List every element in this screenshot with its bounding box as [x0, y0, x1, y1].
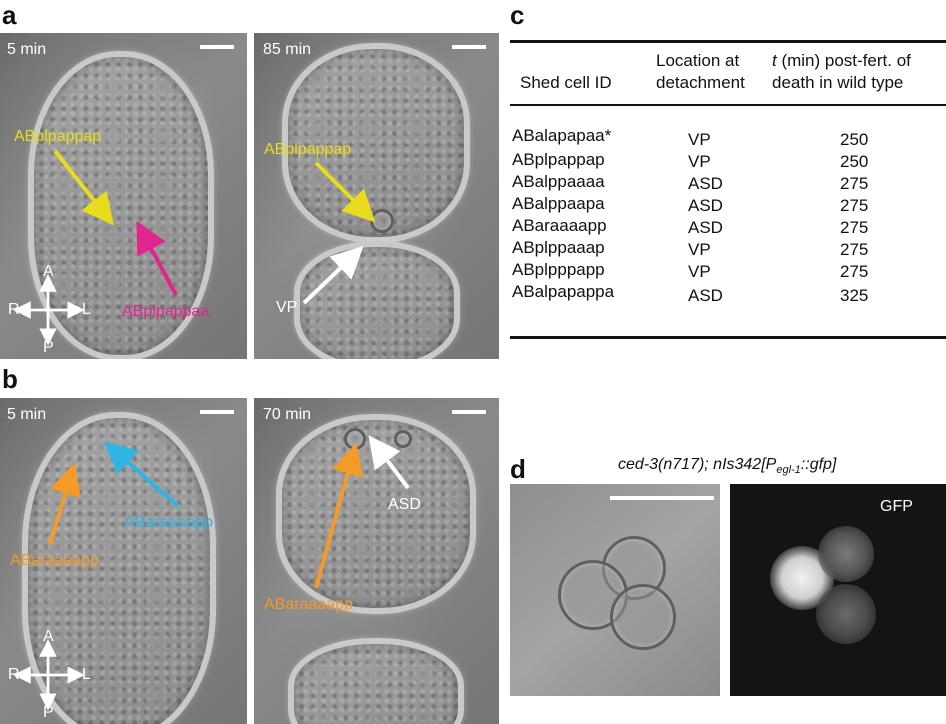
- yellow-arrow: [314, 161, 376, 223]
- header-location-line1: Location at: [656, 51, 740, 70]
- axis-label-l: L: [82, 666, 91, 683]
- embryo: [28, 51, 214, 359]
- cell-location: ASD: [688, 174, 723, 193]
- panel-letter-a: a: [2, 0, 17, 30]
- axis-label-a: A: [43, 628, 54, 645]
- cell-time: 275: [840, 262, 869, 281]
- axis-label-p: P: [43, 704, 54, 721]
- embryo-posterior: [294, 241, 460, 359]
- cell-label-asd: ASD: [388, 496, 421, 513]
- cell-time: 250: [840, 152, 869, 171]
- scale-bar: [452, 410, 486, 414]
- panel-letter-b: b: [2, 364, 18, 394]
- embryo-anterior: [276, 414, 476, 614]
- cell-location: ASD: [688, 218, 723, 237]
- cell-id: ABaraaaapp: [512, 216, 607, 235]
- table-top-rule: [510, 40, 946, 43]
- header-time-line2: death in wild type: [772, 73, 904, 92]
- cell-time: 275: [840, 240, 869, 259]
- arrows-overlay: [13, 149, 178, 346]
- axis-label-p: P: [43, 339, 54, 356]
- cell-location: VP: [688, 262, 711, 281]
- cell-id: ABplppaaap: [512, 238, 605, 257]
- magenta-arrow: [136, 220, 178, 296]
- cell-lower: [610, 584, 676, 650]
- cyan-arrow: [103, 441, 180, 508]
- cell-id: ABplpppapp: [512, 260, 605, 279]
- cell-id: ABalapapaa*: [512, 126, 612, 145]
- header-location-line2: detachment: [656, 73, 745, 92]
- orange-arrow: [314, 442, 364, 589]
- axis-label-a: A: [43, 263, 54, 280]
- scale-bar: [200, 45, 234, 49]
- gfp-label: GFP: [880, 498, 913, 515]
- cell-label-yellow: ABplpappap: [264, 141, 352, 158]
- arrows-overlay: [13, 441, 180, 711]
- time-stamp: 5 min: [7, 41, 47, 58]
- header-shed-cell-id: Shed cell ID: [520, 73, 612, 92]
- panel-b-left-image: 5 min ABaraaaapp ABaraaaapp A R L P: [0, 398, 247, 724]
- cell-label-magenta: ABplpappaa: [122, 303, 210, 320]
- arrows-overlay: [302, 161, 376, 305]
- table-bottom-rule: [510, 336, 946, 339]
- header-time-line1: t (min) post-fert. of: [772, 51, 911, 70]
- panel-d-title: ced-3(n717); nIs342[Pegl-1::gfp]: [618, 456, 837, 477]
- embryo-posterior: [288, 638, 464, 724]
- scale-bar: [200, 410, 234, 414]
- scale-bar: [452, 45, 486, 49]
- table-header-rule: [510, 104, 946, 106]
- cell-location: ASD: [688, 196, 723, 215]
- white-arrow: [302, 245, 364, 305]
- gfp-signal-upper: [818, 526, 874, 582]
- cell-time: 250: [840, 130, 869, 149]
- panel-d-dic-image: [510, 484, 720, 696]
- cell-time: 275: [840, 196, 869, 215]
- cell-label-orange: ABaraaaapp: [10, 552, 99, 569]
- cell-id: ABalppaapa: [512, 194, 605, 213]
- cell-location: VP: [688, 152, 711, 171]
- white-arrow: [368, 435, 410, 490]
- cell-location: VP: [688, 130, 711, 149]
- cell-id: ABalpapappa: [512, 282, 615, 301]
- cell-time: 325: [840, 286, 869, 305]
- cell-location: VP: [688, 240, 711, 259]
- cell-label-orange: ABaraaaapp: [264, 596, 353, 613]
- cell-label-cyan: ABaraaaapp: [124, 514, 213, 531]
- cell-label-vp: VP: [276, 299, 298, 316]
- arrows-overlay: [314, 435, 410, 589]
- scale-bar: [610, 496, 714, 500]
- panel-d-gfp-image: GFP: [730, 484, 946, 696]
- time-stamp: 85 min: [263, 41, 312, 58]
- cell-id: ABplpappap: [512, 150, 605, 169]
- panel-letter-c: c: [510, 0, 525, 30]
- orange-arrow: [48, 462, 81, 545]
- cell-time: 275: [840, 174, 869, 193]
- cell-location: ASD: [688, 286, 723, 305]
- panel-a-left-image: 5 min ABplpappap ABplpappaa A R L P: [0, 33, 247, 359]
- axis-label-l: L: [82, 301, 91, 318]
- panel-b-right-image: 70 min ASD ABaraaaapp: [254, 398, 499, 724]
- cell-label-yellow: ABplpappap: [14, 128, 102, 145]
- cell-time: 275: [840, 218, 869, 237]
- time-stamp: 70 min: [263, 406, 312, 423]
- yellow-arrow: [53, 149, 114, 226]
- embryo-anterior: [282, 43, 470, 243]
- gfp-signal-lower: [816, 584, 876, 644]
- panel-a-right-image: 85 min ABplpappap VP: [254, 33, 499, 359]
- time-stamp: 5 min: [7, 406, 47, 423]
- panel-letter-d: d: [510, 454, 526, 484]
- cell-id: ABalppaaaa: [512, 172, 605, 191]
